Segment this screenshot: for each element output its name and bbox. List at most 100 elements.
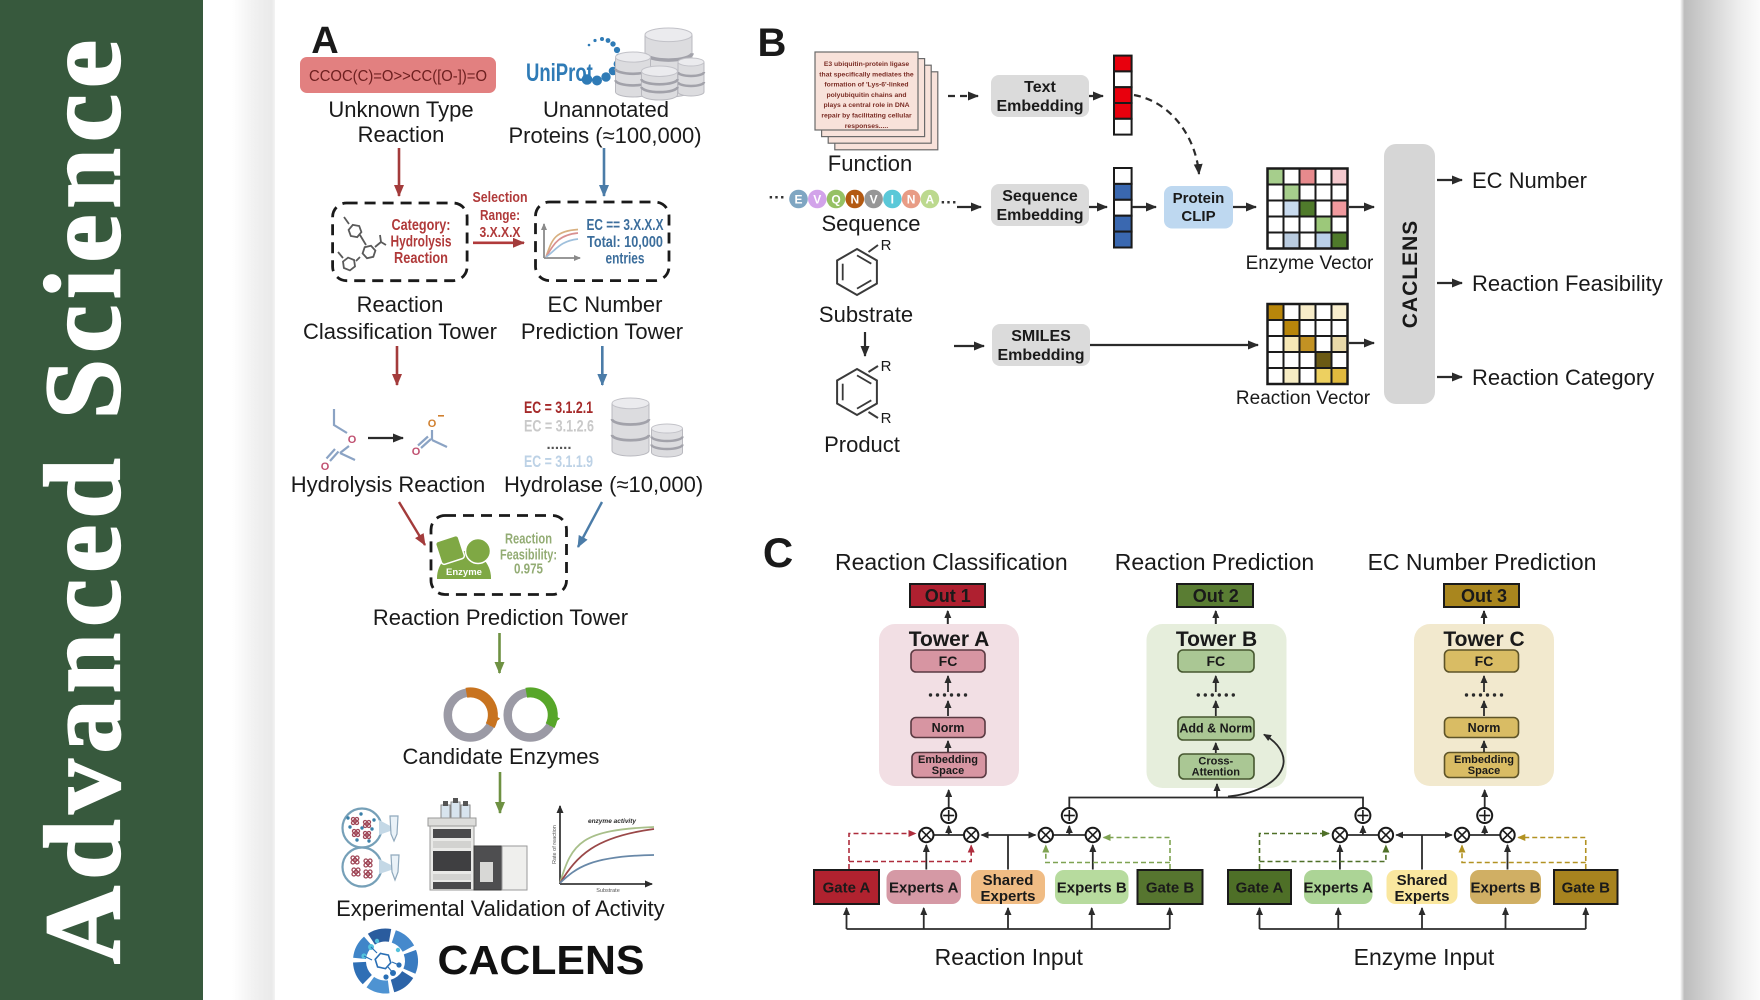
svg-text:Sequence: Sequence [821,211,920,236]
svg-text:···: ··· [941,193,958,212]
svg-text:FC: FC [1475,653,1494,669]
svg-text:Experts A: Experts A [1304,880,1374,897]
svg-text:Space: Space [1468,765,1500,777]
svg-text:CACLENS: CACLENS [1399,220,1422,329]
svg-text:Norm: Norm [932,721,965,735]
svg-text:Out 1: Out 1 [925,586,971,606]
svg-text:B: B [758,21,787,65]
svg-text:that specifically mediates the: that specifically mediates the [819,71,914,78]
svg-text:Total: 10,000: Total: 10,000 [587,234,663,251]
svg-text:CCOC(C)=O>>CC([O-])=O: CCOC(C)=O>>CC([O-])=O [309,68,487,85]
svg-text:EC Number: EC Number [1472,168,1587,193]
svg-text:Norm: Norm [1468,721,1501,735]
svg-text:Space: Space [932,765,964,777]
svg-text:Out 2: Out 2 [1193,586,1239,606]
svg-text:Enzyme Input: Enzyme Input [1354,944,1495,970]
svg-text:FC: FC [939,653,958,669]
svg-text:Embedding: Embedding [996,207,1083,224]
svg-text:Function: Function [828,151,912,176]
svg-text:EC = 3.1.2.1: EC = 3.1.2.1 [524,398,593,417]
svg-text:Reaction Input: Reaction Input [935,944,1084,970]
svg-text:Reaction: Reaction [505,531,552,548]
svg-text:Experts B: Experts B [1470,880,1540,897]
svg-text:polyubiquitin chains and: polyubiquitin chains and [826,92,906,99]
svg-text:Attention: Attention [1192,767,1241,779]
svg-text:Text: Text [1024,79,1056,96]
svg-text:enzyme activity: enzyme activity [588,818,636,825]
svg-text:E3 ubiquitin-protein ligase: E3 ubiquitin-protein ligase [824,61,910,68]
svg-text:Unknown Type: Unknown Type [328,97,473,122]
svg-text:CACLENS: CACLENS [438,937,645,983]
svg-text:I: I [891,193,894,207]
svg-text:Gate B: Gate B [1562,880,1611,897]
svg-text:Reaction: Reaction [357,292,444,317]
svg-text:Reaction Prediction Tower: Reaction Prediction Tower [373,605,628,630]
svg-text:V: V [870,193,878,207]
svg-text:A: A [311,20,338,62]
svg-text:Experts B: Experts B [1057,880,1127,897]
svg-text:EC Number: EC Number [548,292,663,317]
svg-text:Range:: Range: [480,207,520,224]
svg-text:A: A [926,193,935,207]
svg-text:UniProt: UniProt [526,58,593,86]
svg-text:R: R [881,410,892,427]
svg-text:Experimental Validation of Act: Experimental Validation of Activity [336,896,665,921]
svg-text:Reaction Vector: Reaction Vector [1236,388,1371,409]
svg-text:FC: FC [1206,653,1225,669]
svg-text:···: ··· [769,188,786,207]
svg-text:Rate of reaction: Rate of reaction [552,825,558,864]
svg-text:Reaction Category: Reaction Category [1472,365,1654,390]
svg-text:Feasibility:: Feasibility: [500,547,557,564]
svg-text:Shared: Shared [1397,872,1448,889]
svg-text:EC = 3.1.1.9: EC = 3.1.1.9 [524,452,593,471]
svg-text:SMILES: SMILES [1011,328,1071,345]
svg-text:O: O [321,461,330,473]
svg-text:Enzyme: Enzyme [446,567,482,578]
svg-text:Reaction: Reaction [394,250,448,267]
svg-text:Substrate: Substrate [819,302,913,327]
svg-text:EC Number Prediction: EC Number Prediction [1368,549,1597,575]
svg-text:N: N [850,193,859,207]
svg-text:Embedding: Embedding [918,754,978,766]
svg-text:Shared: Shared [983,872,1034,889]
svg-text:Sequence: Sequence [1002,188,1078,205]
svg-text:EC = 3.1.2.6: EC = 3.1.2.6 [524,417,594,436]
svg-text:Hydrolysis: Hydrolysis [391,234,452,251]
svg-text:E: E [794,193,802,207]
svg-text:O: O [348,434,357,446]
svg-text:Tower A: Tower A [909,628,990,651]
svg-text:Hydrolysis Reaction: Hydrolysis Reaction [291,472,485,497]
svg-text:CLIP: CLIP [1181,208,1215,225]
svg-text:Experts: Experts [1394,888,1449,905]
svg-text:plays a central role in DNA: plays a central role in DNA [823,102,909,109]
svg-text:Substrate: Substrate [596,888,620,894]
svg-text:Category:: Category: [392,217,451,234]
svg-text:Experts: Experts [980,888,1035,905]
svg-text:Reaction: Reaction [358,122,445,147]
svg-text:Selection: Selection [473,189,528,206]
svg-text:responses.....: responses..... [845,123,889,130]
svg-text:0.975: 0.975 [514,561,543,578]
svg-text:Hydrolase (≈10,000): Hydrolase (≈10,000) [504,472,703,497]
svg-text:Q: Q [831,193,840,207]
svg-text:Embedding: Embedding [1454,754,1514,766]
svg-text:Cross-: Cross- [1198,756,1233,768]
svg-text:R: R [881,358,892,375]
svg-text:Enzyme Vector: Enzyme Vector [1246,253,1374,274]
svg-text:Advanced Science: Advanced Science [24,34,143,964]
svg-text:Gate A: Gate A [823,880,871,897]
svg-text:Experts A: Experts A [889,880,959,897]
svg-text:......: ...... [546,436,571,453]
svg-text:Protein: Protein [1173,190,1225,207]
svg-text:Reaction Prediction: Reaction Prediction [1115,549,1314,575]
svg-text:O: O [412,446,421,458]
svg-text:Classification Tower: Classification Tower [303,319,497,344]
svg-text:R: R [881,237,892,254]
svg-text:V: V [813,193,821,207]
svg-text:Proteins (≈100,000): Proteins (≈100,000) [508,123,701,148]
svg-text:Embedding: Embedding [997,347,1084,364]
svg-text:Tower C: Tower C [1443,628,1524,651]
svg-text:Embedding: Embedding [996,98,1083,115]
svg-text:Add & Norm: Add & Norm [1179,722,1252,736]
svg-text:C: C [763,529,793,576]
